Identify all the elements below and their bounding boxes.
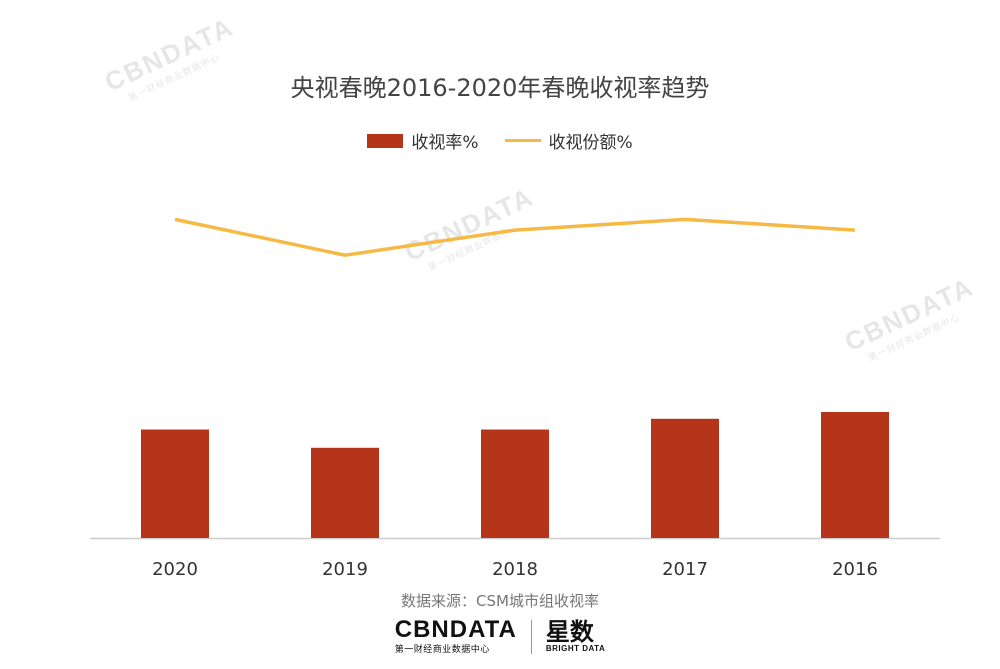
- legend-swatch-line: [504, 139, 541, 142]
- share-line[interactable]: [174, 217, 856, 257]
- bar-2020[interactable]: [141, 429, 209, 538]
- bar-2017[interactable]: [651, 418, 719, 538]
- bar-2019[interactable]: [311, 447, 379, 538]
- bar-2018[interactable]: [481, 429, 549, 538]
- logo-divider: [530, 619, 532, 654]
- legend-item-line[interactable]: 收视份额%: [504, 128, 633, 153]
- legend-item-bar[interactable]: 收视率%: [367, 128, 479, 153]
- source-note: 数据来源：CSM城市组收视率: [401, 592, 599, 610]
- legend-swatch-bar: [367, 133, 404, 148]
- chart-title: 央视春晚2016-2020年春晚收视率趋势: [290, 74, 710, 102]
- xingshu-logo-text: 星数: [545, 618, 594, 646]
- x-tick-label: 2017: [662, 559, 708, 580]
- cbndata-logo-tagline: 第一财经商业数据中心: [394, 645, 490, 655]
- x-tick-label: 2018: [492, 559, 538, 580]
- footer-logos: CBNDATA 第一财经商业数据中心 星数 BRIGHT DATA: [0, 616, 1000, 656]
- legend-label-bar: 收视率%: [411, 133, 479, 153]
- bar-2016[interactable]: [821, 411, 889, 538]
- x-tick-label: 2020: [152, 559, 198, 580]
- legend-label-line: 收视份额%: [548, 133, 633, 153]
- cbndata-logo-text: CBNDATA: [394, 616, 517, 643]
- x-tick-label: 2019: [322, 559, 368, 580]
- xingshu-logo: 星数 BRIGHT DATA: [546, 620, 605, 653]
- xingshu-logo-tagline: BRIGHT DATA: [545, 644, 606, 653]
- cbndata-logo: CBNDATA 第一财经商业数据中心: [394, 616, 517, 656]
- legend: 收视率% 收视份额%: [0, 128, 1000, 153]
- x-tick-label: 2016: [832, 559, 878, 580]
